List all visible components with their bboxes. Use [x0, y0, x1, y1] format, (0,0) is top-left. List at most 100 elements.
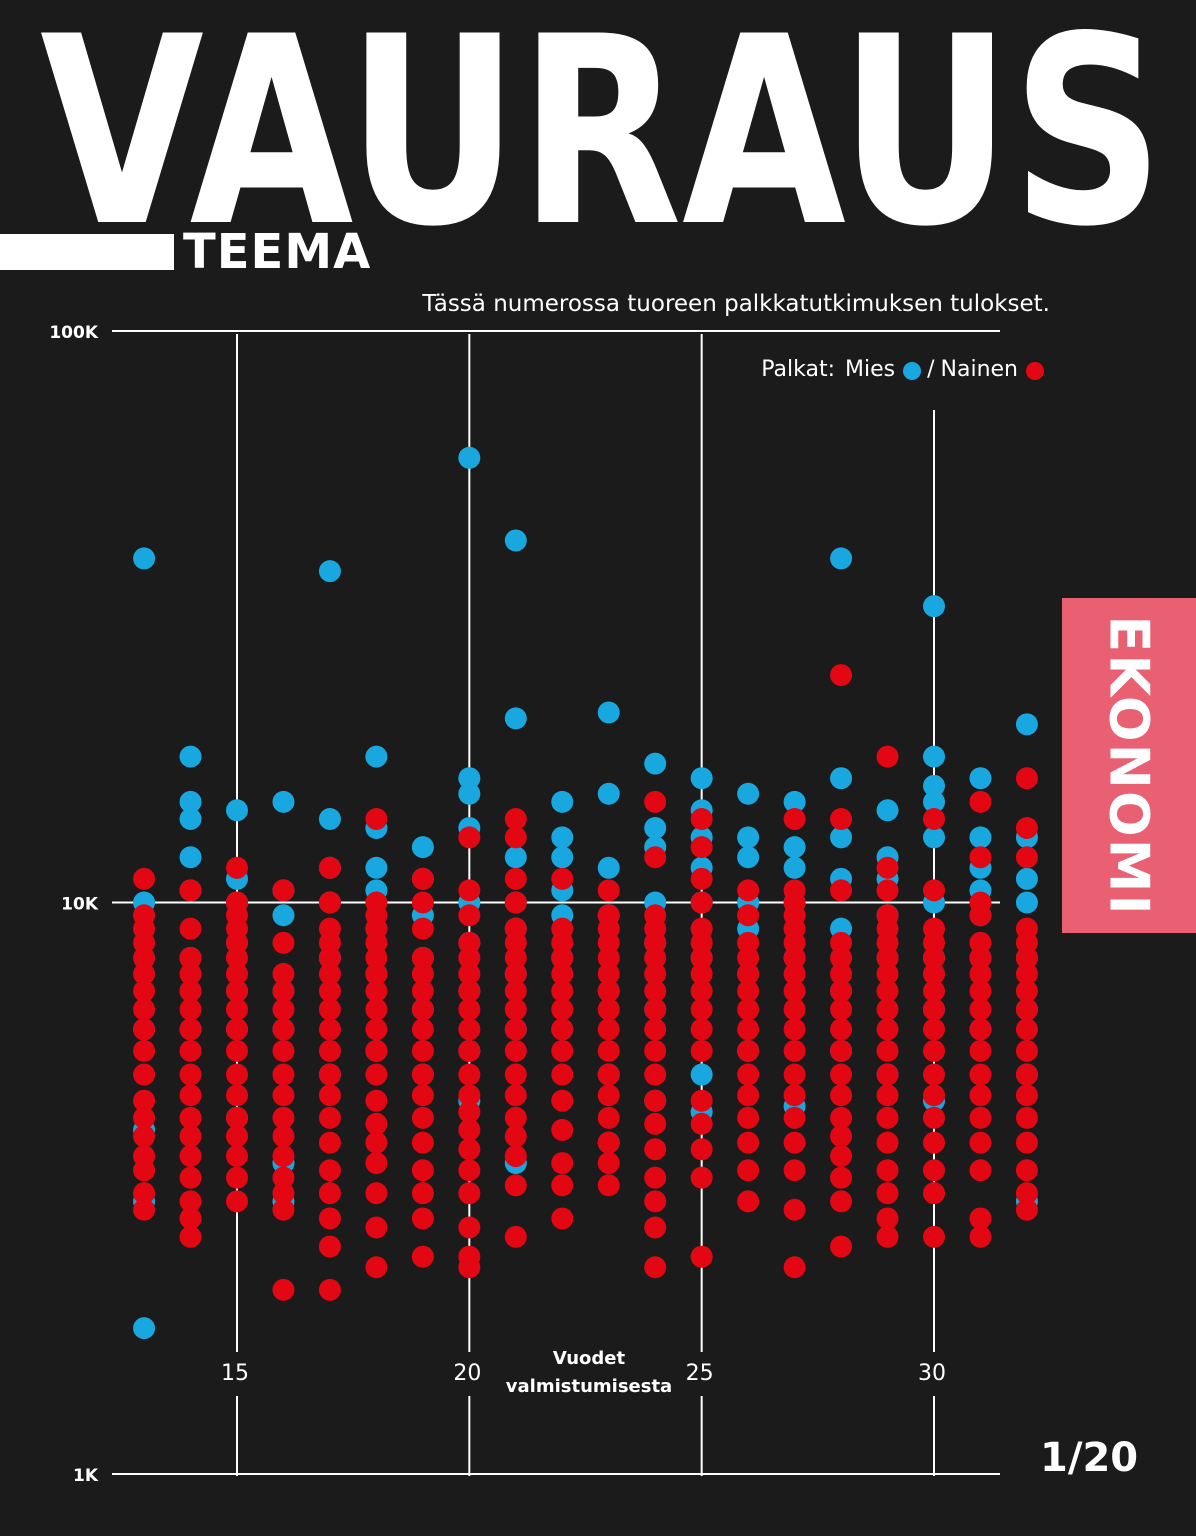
female-salary-point [969, 962, 992, 985]
female-salary-point [179, 1018, 202, 1041]
female-salary-point [876, 1131, 899, 1154]
female-salary-point [504, 826, 527, 849]
masthead-title: VAURAUS [40, 0, 1164, 240]
female-salary-point [504, 931, 527, 954]
male-salary-point [226, 799, 248, 822]
male-salary-point [179, 846, 202, 869]
female-salary-point [830, 1084, 853, 1107]
female-salary-point [133, 1063, 156, 1086]
female-salary-point [226, 1018, 248, 1041]
female-salary-point [504, 807, 527, 830]
female-salary-point [504, 946, 527, 969]
female-salary-point [969, 1018, 992, 1041]
male-salary-point [272, 790, 295, 813]
female-salary-point [644, 1256, 667, 1279]
male-salary-point [272, 904, 295, 927]
female-salary-point [551, 962, 574, 985]
female-salary-point [318, 1182, 341, 1205]
female-salary-point [551, 998, 574, 1021]
female-salary-point [504, 962, 527, 985]
female-salary-point [179, 1190, 202, 1213]
female-salary-point [179, 1106, 202, 1129]
female-salary-point [133, 1159, 156, 1182]
female-salary-point [737, 946, 760, 969]
female-salary-point [690, 946, 713, 969]
female-salary-point [1015, 846, 1038, 869]
female-salary-point [365, 1152, 388, 1175]
female-salary-point [969, 846, 992, 869]
female-salary-point [969, 1106, 992, 1129]
female-salary-point [272, 1039, 295, 1062]
female-salary-point [923, 1039, 945, 1062]
female-salary-point [365, 1216, 388, 1239]
female-salary-point [458, 879, 481, 902]
female-salary-point [597, 1039, 620, 1062]
female-salary-point [830, 1190, 853, 1213]
male-salary-point [690, 767, 713, 790]
female-salary-point [318, 1039, 341, 1062]
female-salary-point [411, 1182, 434, 1205]
female-salary-point [1015, 946, 1038, 969]
female-salary-point [272, 1166, 295, 1189]
male-salary-point [597, 782, 620, 805]
female-salary-point [551, 1118, 574, 1141]
female-salary-point [272, 1182, 295, 1205]
female-salary-point [690, 1112, 713, 1135]
female-salary-point [1015, 767, 1038, 790]
female-salary-point [830, 1145, 853, 1168]
female-salary-point [783, 1256, 806, 1279]
female-salary-point [179, 1207, 202, 1230]
female-salary-point [876, 1159, 899, 1182]
female-salary-point [644, 1112, 667, 1135]
female-salary-point [783, 998, 806, 1021]
female-salary-point [923, 998, 945, 1021]
female-salary-point [458, 998, 481, 1021]
female-salary-point [504, 1084, 527, 1107]
female-salary-point [318, 1063, 341, 1086]
female-salary-point [411, 1245, 434, 1268]
female-salary-point [876, 1039, 899, 1062]
female-salary-point [969, 998, 992, 1021]
female-salary-point [644, 980, 667, 1003]
female-salary-point [597, 1152, 620, 1175]
female-salary-point [597, 1084, 620, 1107]
female-salary-point [969, 1039, 992, 1062]
female-salary-point [411, 1039, 434, 1062]
female-salary-point [830, 1106, 853, 1129]
female-salary-point [644, 931, 667, 954]
female-salary-point [504, 867, 527, 890]
female-salary-point [365, 980, 388, 1003]
female-salary-point [1015, 980, 1038, 1003]
female-salary-point [318, 1278, 341, 1301]
female-salary-point [504, 980, 527, 1003]
female-salary-point [365, 1063, 388, 1086]
female-salary-point [830, 807, 853, 830]
female-salary-point [458, 1039, 481, 1062]
brand-name: EKONOMI [1097, 614, 1161, 917]
legend-female-dot [1026, 362, 1044, 380]
male-salary-point [1015, 713, 1038, 736]
female-salary-point [737, 1131, 760, 1154]
female-salary-point [969, 904, 992, 927]
female-salary-point [133, 1182, 156, 1205]
female-salary-point [644, 946, 667, 969]
female-salary-point [411, 998, 434, 1021]
chart-points [133, 446, 1038, 1340]
female-salary-point [690, 1018, 713, 1041]
cover-subtitle: Tässä numerossa tuoreen palkkatutkimukse… [422, 291, 1050, 317]
female-salary-point [504, 1125, 527, 1148]
female-salary-point [644, 998, 667, 1021]
female-salary-point [597, 879, 620, 902]
female-salary-point [923, 807, 945, 830]
female-salary-point [737, 1063, 760, 1086]
female-salary-point [411, 1084, 434, 1107]
male-salary-point [923, 774, 945, 797]
female-salary-point [876, 745, 899, 768]
female-salary-point [133, 867, 156, 890]
female-salary-point [133, 1018, 156, 1041]
male-salary-point [830, 547, 853, 570]
female-salary-point [690, 867, 713, 890]
female-salary-point [411, 980, 434, 1003]
female-salary-point [969, 1084, 992, 1107]
female-salary-point [318, 980, 341, 1003]
